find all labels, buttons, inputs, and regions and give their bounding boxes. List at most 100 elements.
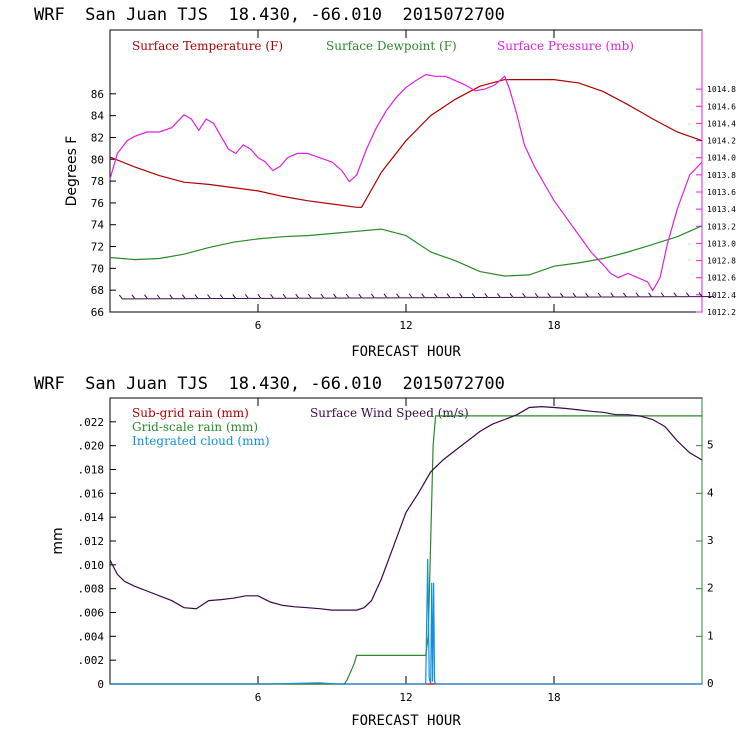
y-tick-label: 82 [91, 131, 104, 144]
y-tick-label: 68 [91, 284, 104, 297]
wind-barb-flag [471, 293, 476, 298]
y2-tick-label: 1012.4 [707, 291, 736, 300]
y2-tick-label: 1014.4 [707, 119, 736, 128]
wind-barb-flag [534, 292, 539, 298]
y2-tick-label: 1012.2 [707, 308, 736, 317]
y-axis-left: 66 68 70 72 74 76 78 80 82 84 86 [91, 88, 116, 319]
wind-barb-flag [496, 293, 501, 298]
plot-frame [109, 29, 703, 313]
wind-barb-flag [156, 294, 161, 300]
chart-title: WRF San Juan TJS 18.430, -66.010 2015072… [34, 374, 505, 394]
wind-barb-flag [396, 293, 400, 299]
y2-tick-label: 1014.2 [707, 137, 736, 146]
series-group [109, 73, 703, 292]
wind-barb-flag [685, 292, 690, 297]
y-tick-label: 76 [91, 197, 104, 210]
wind-barb-flag [522, 293, 526, 298]
y-tick-label: 80 [91, 153, 104, 166]
wind-barb-flag [459, 293, 463, 298]
y2-tick-label: 4 [707, 486, 714, 499]
wind-barb-flag [194, 294, 199, 299]
y2-tick-label: 1014.6 [707, 102, 736, 111]
wind-barb-flag [282, 293, 287, 299]
y2-tick-label: 1013.4 [707, 205, 736, 214]
series-line-grid-scale-rain-mm [110, 415, 702, 685]
wind-barb-flag [446, 293, 451, 298]
y-tick-label: 84 [91, 110, 105, 123]
x-tick-label: 12 [399, 691, 412, 704]
y2-tick-label: 2 [707, 582, 714, 595]
wind-barb-flag [383, 293, 388, 299]
wind-barb-flag [610, 292, 615, 298]
y2-tick-label: 3 [707, 534, 714, 547]
y2-tick-label: 1013.2 [707, 222, 736, 231]
y2-tick-label: 1014.8 [707, 85, 736, 94]
y2-tick-label: 1014.0 [707, 154, 736, 163]
wind-barb-flag [585, 292, 589, 298]
x-tick-label: 6 [255, 319, 262, 332]
wind-barb-flag [169, 294, 174, 300]
series-line-surface-pressure-mb [109, 73, 703, 292]
wind-barb-flag [144, 294, 148, 300]
legend-surface-temperature: Surface Temperature (F) [132, 39, 283, 53]
wind-barb-flag [232, 294, 237, 299]
x-axis-label: FORECAST HOUR [351, 713, 461, 729]
wind-barb-flag [673, 292, 678, 298]
y2-tick-label: 5 [707, 439, 714, 452]
y-tick-label: .016 [78, 487, 105, 500]
series-line-surface-wind-speed-m-s [109, 405, 703, 611]
y-axis-left: 0 .002 .004 .006 .008 .010 .012 .014 .016 .018 .02… [78, 416, 116, 691]
wind-barb-flag [370, 293, 375, 299]
y-tick-label: .002 [78, 654, 105, 667]
wind-barb-flag [622, 292, 627, 298]
x-tick-label: 6 [255, 691, 262, 704]
wind-barb-flag [333, 293, 337, 299]
y-tick-label: 0 [97, 678, 104, 691]
wind-barb-flag [257, 294, 262, 299]
x-axis: 6 12 18 [255, 30, 561, 332]
y-axis-label: mm [50, 527, 66, 554]
x-axis-label: FORECAST HOUR [351, 344, 461, 360]
wind-barb-flag [408, 293, 413, 299]
x-axis: 6 12 18 [255, 398, 561, 704]
y-tick-label: 72 [91, 241, 104, 254]
y-tick-label: .020 [78, 440, 105, 453]
wind-barb-flag [244, 294, 249, 299]
wind-barb-flag [547, 292, 552, 298]
wind-barb-flag [635, 292, 640, 298]
wind-barb-flag [660, 292, 665, 298]
series-line-integrated-cloud-mm [110, 558, 702, 685]
x-tick-label: 18 [547, 691, 560, 704]
legend-subgrid-rain: Sub-grid rain (mm) [132, 406, 249, 420]
y-axis-right: 0 1 2 3 4 5 [696, 398, 714, 690]
y-axis-right: 1012.2 1012.4 1012.6 1012.8 1013.0 1013.2 1013… [696, 30, 736, 317]
wind-barb-flag [307, 293, 312, 299]
x-tick-label: 12 [399, 319, 412, 332]
y2-tick-label: 1013.0 [707, 239, 736, 248]
wind-barb-flag [320, 293, 325, 299]
y2-tick-label: 1013.8 [707, 171, 736, 180]
legend-integrated-cloud: Integrated cloud (mm) [132, 434, 270, 448]
wind-barb-flag [295, 293, 300, 299]
y2-tick-label: 1013.6 [707, 188, 736, 197]
wind-barb-flag [421, 293, 426, 299]
wind-barb-flag [118, 294, 123, 300]
y-tick-label: 70 [91, 262, 104, 275]
y-tick-label: .012 [78, 535, 105, 548]
y2-tick-label: 1 [707, 629, 714, 642]
y2-tick-label: 1012.8 [707, 257, 736, 266]
legend-surface-dewpoint: Surface Dewpoint (F) [326, 39, 457, 53]
wind-barb-flag [648, 292, 652, 298]
wind-barb-flag [207, 294, 211, 299]
legend-surface-pressure: Surface Pressure (mb) [497, 39, 634, 53]
wind-barb-flag [270, 294, 274, 299]
y-tick-label: 86 [91, 88, 104, 101]
wind-barb-flag [484, 293, 489, 298]
series-line-surface-dewpoint-f [109, 225, 703, 277]
wind-barb-flag [597, 292, 602, 298]
wind-barb-flag [572, 292, 577, 298]
y2-tick-label: 1012.6 [707, 274, 736, 283]
y-tick-label: 74 [91, 219, 105, 232]
y-tick-label: .008 [78, 583, 105, 596]
